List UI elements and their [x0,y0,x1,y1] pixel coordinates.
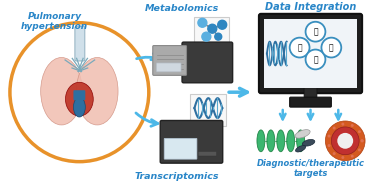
Text: 🏠: 🏠 [297,43,302,52]
Ellipse shape [41,57,82,125]
FancyBboxPatch shape [75,26,85,61]
Ellipse shape [277,130,285,152]
Text: Pulmonary
hypertension: Pulmonary hypertension [21,12,88,32]
Circle shape [202,32,211,41]
Circle shape [208,24,217,33]
Circle shape [358,148,361,151]
FancyBboxPatch shape [73,90,85,100]
Text: 🎒: 🎒 [329,43,334,52]
Ellipse shape [257,130,265,152]
Circle shape [215,33,222,40]
Circle shape [351,124,354,127]
Circle shape [321,38,341,57]
Circle shape [305,22,325,42]
Ellipse shape [73,97,85,117]
FancyBboxPatch shape [191,94,226,126]
Circle shape [337,133,353,149]
FancyBboxPatch shape [264,19,357,88]
FancyBboxPatch shape [153,46,186,75]
Text: 👤: 👤 [313,55,318,64]
Circle shape [328,135,330,138]
Circle shape [290,38,310,57]
Ellipse shape [287,130,294,152]
Ellipse shape [76,57,118,125]
Text: 🏃: 🏃 [313,27,318,36]
Circle shape [325,121,365,161]
Ellipse shape [296,146,306,152]
Circle shape [361,139,364,142]
Circle shape [328,144,330,147]
FancyBboxPatch shape [198,151,217,156]
Circle shape [333,127,336,130]
FancyBboxPatch shape [160,120,223,163]
Circle shape [341,123,344,126]
Ellipse shape [267,130,275,152]
Circle shape [305,50,325,69]
FancyBboxPatch shape [290,97,332,107]
FancyBboxPatch shape [304,88,317,101]
Circle shape [358,130,361,133]
FancyBboxPatch shape [194,17,229,46]
Circle shape [341,156,344,159]
Circle shape [218,20,227,29]
Text: Transcriptomics: Transcriptomics [134,172,219,181]
FancyBboxPatch shape [182,42,232,83]
Ellipse shape [297,130,305,152]
FancyBboxPatch shape [156,63,181,72]
FancyBboxPatch shape [164,138,197,159]
Circle shape [333,152,336,155]
Ellipse shape [302,139,315,146]
Text: Data Integration: Data Integration [265,2,356,12]
Circle shape [361,139,364,142]
Text: Diagnostic/therapeutic
targets: Diagnostic/therapeutic targets [257,159,364,178]
Ellipse shape [295,130,310,138]
FancyBboxPatch shape [259,14,362,93]
Ellipse shape [65,82,93,116]
Circle shape [332,127,359,155]
Circle shape [198,18,207,27]
Text: Metabolomics: Metabolomics [144,4,218,13]
Circle shape [351,155,354,158]
